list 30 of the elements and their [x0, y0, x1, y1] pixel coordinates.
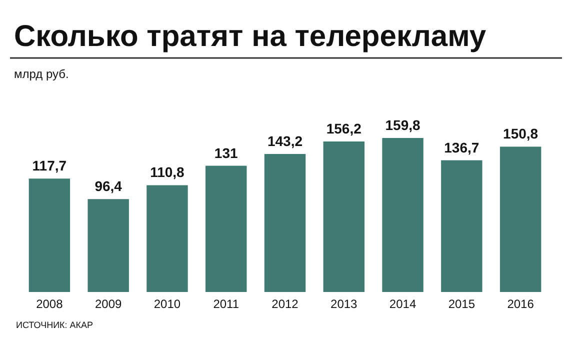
- bar: [382, 138, 424, 292]
- chart-title: Сколько тратят на телерекламу: [14, 20, 486, 53]
- bar: [88, 199, 129, 292]
- x-tick-label: 2013: [330, 297, 358, 311]
- data-label: 156,2: [326, 120, 362, 136]
- bar: [206, 166, 247, 292]
- data-label: 96,4: [94, 178, 122, 194]
- data-label: 136,7: [444, 139, 480, 156]
- x-tick-label: 2014: [389, 297, 416, 311]
- x-tick-label: 2012: [272, 297, 299, 311]
- bar: [264, 154, 306, 292]
- x-tick-label: 2009: [94, 297, 122, 311]
- bar: [146, 185, 188, 292]
- data-label: 131: [214, 144, 238, 161]
- data-label: 150,8: [503, 126, 538, 142]
- bar: [323, 141, 364, 292]
- x-tick-label: 2010: [154, 297, 181, 311]
- data-label: 110,8: [150, 164, 185, 180]
- data-label: 117,7: [32, 158, 67, 174]
- bar: [28, 178, 70, 292]
- text: ИСТОЧНИК: АКАР: [16, 320, 94, 330]
- bar: [441, 160, 482, 292]
- x-tick-label: 2008: [36, 297, 64, 311]
- x-tick-label: 2011: [213, 297, 240, 311]
- data-label: 143,2: [267, 132, 303, 149]
- x-tick-label: 2016: [507, 297, 534, 311]
- y-axis-title: млрд руб.: [14, 67, 69, 81]
- bar: [500, 146, 542, 292]
- data-label: 159,8: [385, 117, 420, 133]
- x-tick-label: 2015: [448, 297, 476, 311]
